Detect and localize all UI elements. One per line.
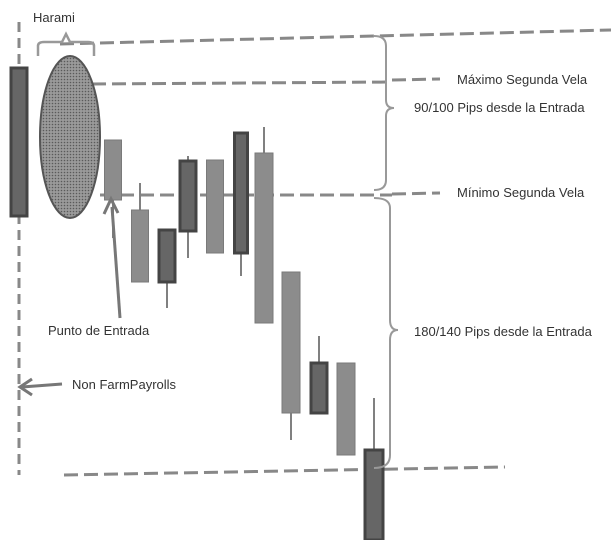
harami-bracket [36,31,96,56]
candle-body [206,159,224,254]
top-dashed-line [59,28,611,46]
entry-arrow-head [102,195,120,215]
candle-body [178,159,198,233]
harami-ellipse [39,55,101,219]
lower-range-label: 180/140 Pips desde la Entrada [414,324,593,339]
max-second-candle-label: Máximo Segunda Vela [457,72,588,87]
bottom-dashed-line [63,465,506,477]
lower-range-brace [373,197,399,469]
max-second-candle-arrow-line [391,77,441,82]
min-second-candle-label: Mínimo Segunda Vela [457,185,585,200]
min-second-candle-arrow-line [391,191,441,196]
event-label: Non FarmPayrolls [72,377,177,392]
candle-body [104,139,122,201]
candle-body [363,448,385,540]
candle-body [9,66,29,218]
max-second-candle-line [91,80,393,86]
event-arrow [21,382,63,389]
candles-group [9,66,385,540]
candle-body [131,209,149,283]
candle-body [309,361,329,415]
candle-body [336,362,356,456]
harami-label: Harami [33,10,75,25]
entry-label: Punto de Entrada [48,323,150,338]
upper-range-brace [373,35,395,191]
candle-body [281,271,301,414]
candle-body [233,131,249,255]
entry-arrow [110,206,122,319]
event-arrow-head [17,377,33,397]
upper-range-label: 90/100 Pips desde la Entrada [414,100,585,115]
candle-body [157,228,177,284]
candle-body [254,152,274,324]
